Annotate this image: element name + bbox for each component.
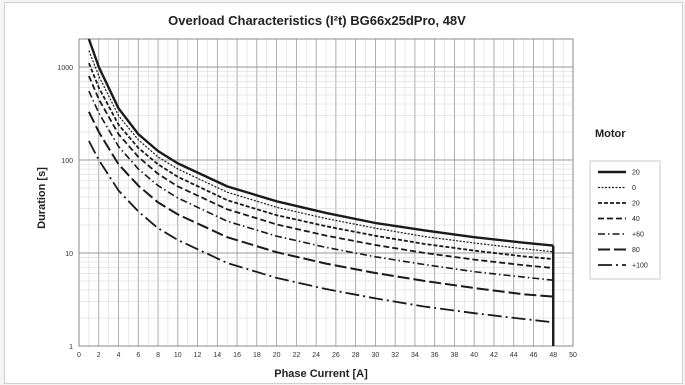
y-tick-label: 1: [69, 344, 73, 351]
y-axis-label: Duration [s]: [36, 167, 48, 229]
x-tick-label: 34: [411, 352, 419, 359]
x-tick-label: 10: [174, 352, 182, 359]
x-tick-label: 20: [273, 352, 281, 359]
x-tick-label: 4: [117, 352, 121, 359]
x-tick-label: 46: [530, 352, 538, 359]
series-line: [89, 39, 553, 246]
x-tick-label: 38: [451, 352, 459, 359]
chart: Overload Characteristics (I²t) BG66x25dP…: [5, 3, 682, 383]
x-tick-label: 2: [97, 352, 101, 359]
x-axis-label: Phase Current [A]: [274, 368, 368, 380]
legend-label: 20: [632, 201, 640, 208]
x-tick-label: 22: [292, 352, 300, 359]
legend-label: 40: [632, 216, 640, 223]
x-tick-label: 12: [194, 352, 202, 359]
x-tick-label: 16: [233, 352, 241, 359]
series-line: [89, 141, 553, 322]
series-lines: [89, 39, 553, 346]
legend-title: Motor: [595, 128, 626, 140]
x-tick-label: 24: [312, 352, 320, 359]
x-tick-label: 26: [332, 352, 340, 359]
series-line: [89, 112, 553, 297]
y-tick-label: 100: [61, 158, 73, 165]
x-tick-label: 18: [253, 352, 261, 359]
series-line: [89, 63, 553, 259]
x-tick-label: 0: [77, 352, 81, 359]
y-tick-label: 10: [65, 251, 73, 258]
legend-label: 0: [632, 185, 636, 192]
x-tick-label: 48: [549, 352, 557, 359]
x-tick-label: 36: [431, 352, 439, 359]
chart-frame: Overload Characteristics (I²t) BG66x25dP…: [4, 2, 683, 384]
legend: 20 0 20 40 +60 80 +100: [590, 161, 660, 279]
grid: [79, 39, 573, 346]
y-tick-label: 1000: [57, 65, 73, 72]
chart-title: Overload Characteristics (I²t) BG66x25dP…: [168, 13, 466, 28]
x-tick-label: 40: [470, 352, 478, 359]
x-tick-label: 32: [391, 352, 399, 359]
x-tick-label: 44: [510, 352, 518, 359]
axes: 0 2 4 6 8 10 12 14 16 18 20 22 24 26 28 30 32 34 36 38 40 42 4…: [57, 39, 577, 359]
x-tick-label: 8: [156, 352, 160, 359]
legend-label: 20: [632, 170, 640, 177]
legend-label: +60: [632, 232, 644, 239]
legend-box: [590, 161, 660, 279]
x-tick-label: 28: [352, 352, 360, 359]
legend-label: +100: [632, 263, 648, 270]
x-tick-label: 6: [136, 352, 140, 359]
x-tick-label: 50: [569, 352, 577, 359]
legend-label: 80: [632, 247, 640, 254]
x-tick-label: 14: [213, 352, 221, 359]
x-tick-label: 42: [490, 352, 498, 359]
x-tick-label: 30: [372, 352, 380, 359]
